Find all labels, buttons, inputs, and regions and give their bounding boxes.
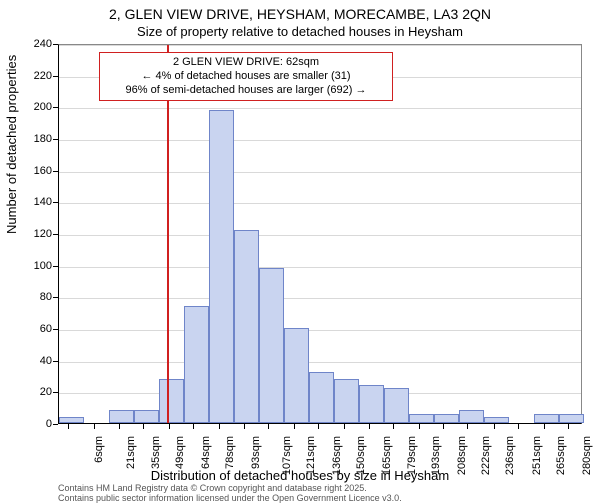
chart-title: 2, GLEN VIEW DRIVE, HEYSHAM, MORECAMBE, … <box>0 6 600 22</box>
y-tick-label: 120 <box>12 228 52 240</box>
histogram-bar <box>109 410 134 423</box>
reference-line <box>167 45 169 423</box>
plot-area: 2 GLEN VIEW DRIVE: 62sqm ← 4% of detache… <box>58 44 582 424</box>
histogram-bar <box>434 414 459 424</box>
histogram-bar <box>209 110 234 424</box>
histogram-bar <box>59 417 84 423</box>
histogram-bar <box>534 414 559 424</box>
histogram-bar <box>184 306 209 423</box>
histogram-bar <box>359 385 384 423</box>
footer-attribution: Contains HM Land Registry data © Crown c… <box>58 484 402 504</box>
y-tick-label: 100 <box>12 260 52 272</box>
histogram-bar <box>484 417 509 423</box>
x-tick-label: 49sqm <box>174 436 186 469</box>
y-tick-label: 180 <box>12 133 52 145</box>
histogram-bar <box>234 230 259 423</box>
histogram-bar <box>134 410 159 423</box>
property-size-chart: 2, GLEN VIEW DRIVE, HEYSHAM, MORECAMBE, … <box>0 0 600 500</box>
histogram-bar <box>259 268 284 423</box>
y-tick-label: 140 <box>12 196 52 208</box>
histogram-bar <box>459 410 484 423</box>
y-tick-label: 60 <box>12 323 52 335</box>
histogram-bar <box>409 414 434 424</box>
histogram-bar <box>559 414 584 424</box>
x-tick-label: 93sqm <box>250 436 262 469</box>
y-tick-label: 0 <box>12 418 52 430</box>
histogram-bar <box>309 372 334 423</box>
y-tick-label: 200 <box>12 101 52 113</box>
x-axis-title: Distribution of detached houses by size … <box>0 468 600 483</box>
x-tick-label: 35sqm <box>150 436 162 469</box>
y-tick-label: 80 <box>12 291 52 303</box>
y-tick-label: 40 <box>12 355 52 367</box>
y-tick-label: 240 <box>12 38 52 50</box>
annotation-line2: ← 4% of detached houses are smaller (31) <box>106 70 386 84</box>
histogram-bars <box>59 45 581 423</box>
annotation-box: 2 GLEN VIEW DRIVE: 62sqm ← 4% of detache… <box>99 52 393 101</box>
footer-line2: Contains public sector information licen… <box>58 494 402 504</box>
annotation-line1: 2 GLEN VIEW DRIVE: 62sqm <box>106 56 386 70</box>
y-tick-label: 20 <box>12 386 52 398</box>
histogram-bar <box>159 379 184 423</box>
annotation-line3: 96% of semi-detached houses are larger (… <box>106 84 386 98</box>
x-tick-label: 6sqm <box>93 436 105 463</box>
y-tick-label: 220 <box>12 70 52 82</box>
y-tick-label: 160 <box>12 165 52 177</box>
x-tick-label: 64sqm <box>200 436 212 469</box>
histogram-bar <box>284 328 309 423</box>
histogram-bar <box>334 379 359 423</box>
x-tick-label: 78sqm <box>224 436 236 469</box>
histogram-bar <box>384 388 409 423</box>
x-tick-label: 21sqm <box>125 436 137 469</box>
chart-subtitle: Size of property relative to detached ho… <box>0 24 600 39</box>
